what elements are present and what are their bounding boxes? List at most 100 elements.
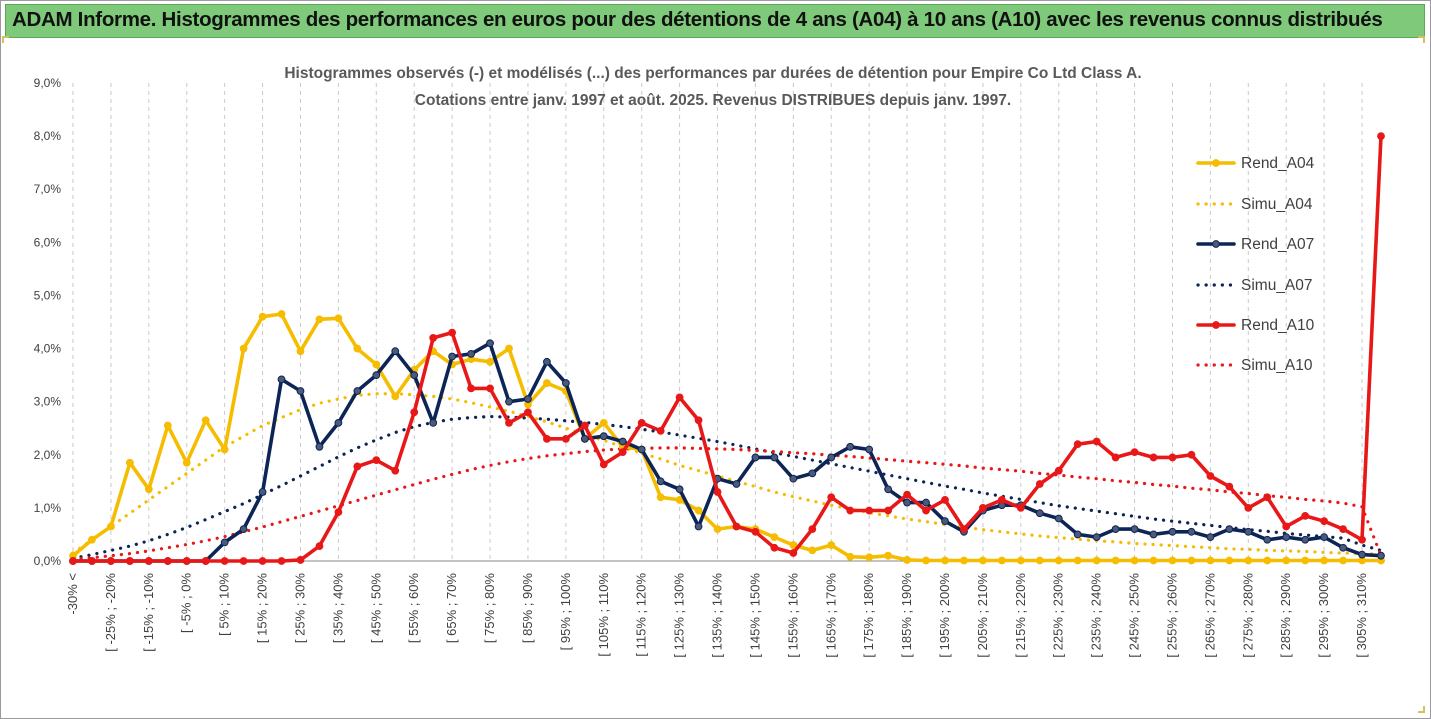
- data-point-rend-a10: [429, 334, 438, 342]
- data-point-rend-a04: [1206, 556, 1215, 565]
- data-point-rend-a07: [637, 445, 646, 454]
- data-point-rend-a07: [656, 477, 665, 486]
- x-tick-label: [ 225% ; 230%: [1051, 573, 1066, 658]
- data-point-rend-a07: [1130, 525, 1139, 534]
- data-point-rend-a10: [675, 393, 684, 402]
- data-point-rend-a07: [258, 488, 267, 496]
- data-point-rend-a10: [125, 557, 134, 565]
- data-point-rend-a10: [353, 462, 362, 471]
- y-tick-label: 9,0%: [34, 76, 62, 90]
- x-tick-label: [ 25% ; 30%: [292, 573, 307, 644]
- data-point-rend-a04: [505, 344, 513, 353]
- y-tick-label: 8,0%: [34, 129, 62, 143]
- x-tick-label: [ 175% ; 180%: [861, 573, 876, 658]
- data-point-rend-a04: [770, 533, 779, 541]
- data-point-rend-a10: [1301, 511, 1310, 520]
- data-point-rend-a07: [1282, 533, 1291, 541]
- data-point-rend-a10: [1111, 453, 1120, 462]
- data-point-rend-a04: [922, 556, 930, 565]
- legend-marker-rend-a07: [1212, 240, 1220, 248]
- data-point-rend-a07: [429, 419, 438, 427]
- data-point-rend-a10: [1263, 493, 1272, 502]
- y-tick-label: 2,0%: [34, 448, 62, 462]
- y-tick-label: 0,0%: [34, 554, 62, 568]
- corner-handle-icon: [2, 36, 9, 43]
- x-tick-label: [ 65% ; 70%: [444, 573, 459, 644]
- data-point-rend-a10: [239, 557, 248, 565]
- data-point-rend-a07: [675, 485, 684, 494]
- data-point-rend-a10: [637, 419, 646, 427]
- data-point-rend-a10: [656, 426, 665, 435]
- data-point-rend-a04: [182, 458, 191, 467]
- data-point-rend-a10: [1035, 480, 1044, 488]
- data-point-rend-a07: [1377, 551, 1385, 560]
- data-point-rend-a07: [865, 445, 874, 454]
- data-point-rend-a07: [580, 434, 589, 443]
- data-point-rend-a10: [107, 557, 115, 565]
- data-point-rend-a07: [694, 522, 703, 531]
- data-point-rend-a04: [1225, 556, 1234, 565]
- y-tick-label: 5,0%: [34, 288, 62, 302]
- data-point-rend-a04: [125, 458, 134, 467]
- legend-marker-rend-a10: [1212, 321, 1220, 329]
- data-point-rend-a04: [163, 421, 172, 430]
- data-point-rend-a04: [827, 541, 836, 549]
- data-point-rend-a10: [1320, 517, 1329, 526]
- data-point-rend-a07: [618, 437, 627, 446]
- data-point-rend-a07: [1073, 530, 1082, 539]
- x-tick-label: [ 235% ; 240%: [1089, 573, 1104, 658]
- data-point-rend-a10: [694, 416, 703, 425]
- data-point-rend-a04: [315, 315, 324, 324]
- data-point-rend-a04: [144, 485, 153, 494]
- data-point-rend-a04: [1301, 556, 1310, 565]
- data-point-rend-a04: [239, 344, 248, 353]
- data-point-rend-a10: [410, 408, 419, 417]
- data-point-rend-a04: [543, 379, 551, 387]
- data-point-rend-a04: [941, 556, 949, 565]
- data-point-rend-a04: [1016, 556, 1025, 565]
- data-point-rend-a07: [486, 339, 494, 348]
- x-tick-label: [ 55% ; 60%: [406, 573, 421, 644]
- report-title: ADAM Informe. Histogrammes des performan…: [12, 8, 1383, 31]
- data-point-rend-a10: [220, 557, 229, 565]
- data-point-rend-a04: [599, 419, 608, 427]
- data-point-rend-a07: [808, 469, 817, 478]
- data-point-rend-a04: [1339, 556, 1347, 565]
- data-point-rend-a04: [1073, 556, 1082, 565]
- data-point-rend-a07: [1358, 550, 1366, 559]
- data-point-rend-a04: [694, 506, 703, 515]
- data-point-rend-a10: [865, 506, 874, 515]
- data-point-rend-a07: [334, 419, 343, 427]
- data-point-rend-a04: [789, 541, 798, 549]
- data-point-rend-a07: [827, 453, 836, 462]
- data-point-rend-a04: [391, 392, 400, 401]
- data-point-rend-a04: [296, 347, 305, 356]
- data-point-rend-a07: [1206, 533, 1215, 541]
- data-point-rend-a10: [751, 527, 760, 536]
- data-point-rend-a07: [1320, 533, 1329, 541]
- data-point-rend-a10: [372, 456, 381, 464]
- legend-label-rend-a04: Rend_A04: [1241, 155, 1315, 172]
- data-point-rend-a04: [201, 416, 210, 425]
- legend-label-simu-a07: Simu_A07: [1241, 277, 1313, 294]
- data-point-rend-a10: [827, 493, 836, 502]
- data-point-rend-a04: [960, 556, 968, 565]
- y-tick-label: 7,0%: [34, 182, 62, 196]
- data-point-rend-a10: [1339, 525, 1347, 534]
- data-point-rend-a10: [486, 384, 494, 393]
- data-point-rend-a04: [220, 445, 229, 454]
- data-point-rend-a04: [865, 553, 874, 562]
- data-point-rend-a04: [656, 493, 665, 502]
- x-tick-label: [ 75% ; 80%: [482, 573, 497, 644]
- x-tick-label: [ 165% ; 170%: [823, 573, 838, 658]
- series-line-simu-a10: [71, 446, 1383, 562]
- chart-title-line2: Cotations entre janv. 1997 et août. 2025…: [415, 92, 1011, 109]
- legend-label-rend-a07: Rend_A07: [1241, 236, 1314, 253]
- data-point-rend-a07: [1339, 543, 1347, 552]
- data-point-rend-a10: [1187, 450, 1196, 459]
- x-tick-label: [ 105% ; 110%: [596, 573, 611, 657]
- data-point-rend-a07: [505, 397, 513, 406]
- data-point-rend-a10: [997, 496, 1006, 504]
- data-point-rend-a07: [391, 347, 400, 356]
- x-tick-label: [ 295% ; 300%: [1316, 573, 1331, 658]
